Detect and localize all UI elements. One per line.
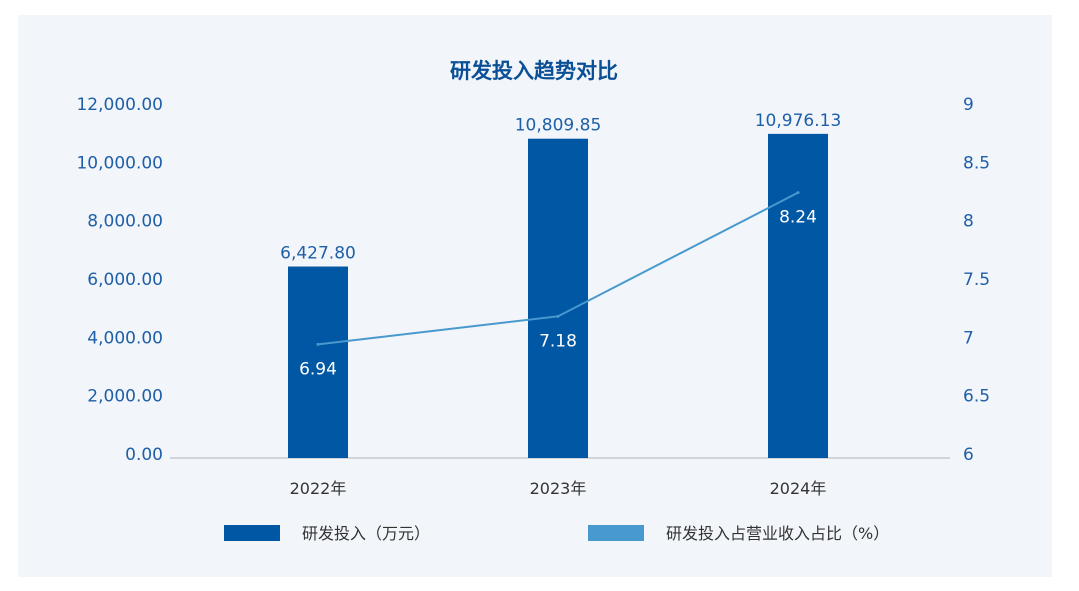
bar-data-label: 10,809.85 xyxy=(515,116,602,136)
line-point xyxy=(796,191,800,195)
line-point xyxy=(316,342,320,346)
bar-data-label: 10,976.13 xyxy=(755,111,842,131)
left-tick-label: 2,000.00 xyxy=(87,387,163,407)
line-data-label: 7.18 xyxy=(539,331,577,351)
bar xyxy=(528,138,588,458)
bar xyxy=(768,133,828,459)
left-tick-label: 4,000.00 xyxy=(87,328,163,348)
line-data-label: 6.94 xyxy=(299,359,337,379)
bar-data-label: 6,427.80 xyxy=(280,244,356,264)
x-tick-label: 2023年 xyxy=(530,479,587,498)
x-tick-label: 2024年 xyxy=(770,479,827,498)
left-tick-label: 10,000.00 xyxy=(76,153,163,173)
right-tick-label: 6 xyxy=(963,445,974,465)
line-point xyxy=(556,314,560,318)
x-tick-label: 2022年 xyxy=(290,479,347,498)
right-tick-label: 8.5 xyxy=(963,153,990,173)
bar xyxy=(288,266,348,458)
right-tick-label: 8 xyxy=(963,212,974,232)
legend-swatch-line xyxy=(588,525,644,541)
legend-label-bar: 研发投入（万元） xyxy=(302,524,430,543)
left-tick-label: 12,000.00 xyxy=(76,95,163,115)
right-tick-label: 7.5 xyxy=(963,270,990,290)
legend-label-line: 研发投入占营业收入占比（%） xyxy=(666,524,889,543)
left-tick-label: 6,000.00 xyxy=(87,270,163,290)
chart-title: 研发投入趋势对比 xyxy=(450,59,618,83)
right-tick-label: 7 xyxy=(963,328,974,348)
right-tick-label: 9 xyxy=(963,95,974,115)
right-tick-label: 6.5 xyxy=(963,387,990,407)
line-data-label: 8.24 xyxy=(779,208,817,228)
left-tick-label: 8,000.00 xyxy=(87,212,163,232)
legend-swatch-bar xyxy=(224,525,280,541)
left-tick-label: 0.00 xyxy=(125,445,163,465)
